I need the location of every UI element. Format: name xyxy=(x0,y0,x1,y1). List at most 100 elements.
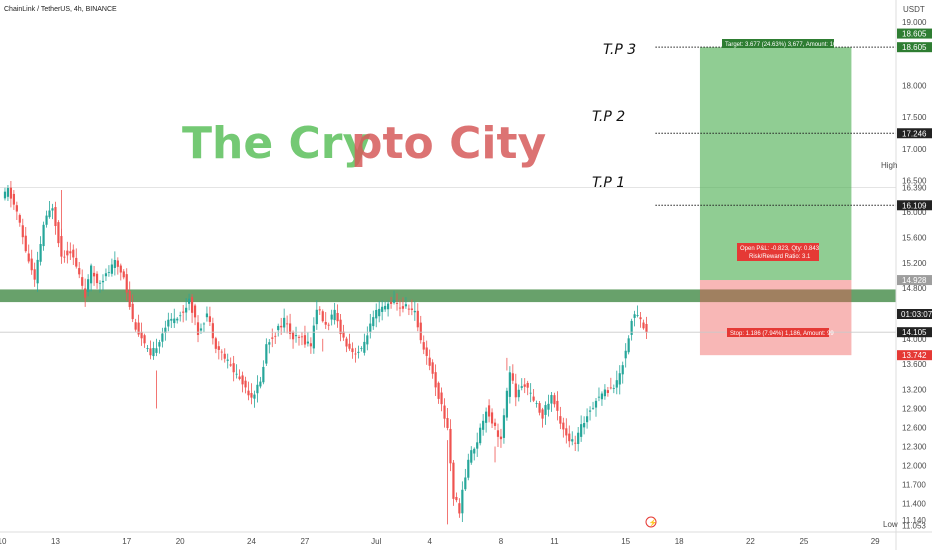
profit-area xyxy=(699,47,852,281)
candle-body xyxy=(75,257,78,267)
candle-body xyxy=(60,236,63,257)
candle-body xyxy=(577,432,580,445)
candle-body xyxy=(176,318,179,321)
candle-body xyxy=(360,348,363,350)
candle-body xyxy=(529,392,532,394)
candle-body xyxy=(401,306,405,309)
candle-body xyxy=(574,442,577,444)
candle-body xyxy=(591,407,595,409)
candle-body xyxy=(431,362,434,374)
price-axis-badge xyxy=(897,42,932,53)
candle-body xyxy=(244,380,247,388)
candle-body xyxy=(499,436,503,440)
price-axis-label: 14.105 xyxy=(902,328,927,337)
candle-body xyxy=(493,422,497,426)
candle-body xyxy=(45,215,48,225)
candle-body xyxy=(202,323,206,325)
target-info-box[interactable]: Target: 3.677 (24.63%) 3,677, Amount: 10… xyxy=(722,39,845,48)
candle-body xyxy=(303,335,307,345)
candle-body xyxy=(205,313,209,318)
candle-body xyxy=(238,376,241,380)
candle-body xyxy=(612,388,615,389)
time-tick-label: 27 xyxy=(300,537,309,546)
candle-body xyxy=(140,331,143,339)
candle-body xyxy=(580,424,583,437)
price-tick-label: 12.900 xyxy=(902,405,927,414)
candle-body xyxy=(562,422,565,430)
svg-text:Stop: 1.186 (7.94%) 1,186, Amo: Stop: 1.186 (7.94%) 1,186, Amount: 99 xyxy=(730,331,834,337)
stop-info-box[interactable]: Stop: 1.186 (7.94%) 1,186, Amount: 99 xyxy=(727,328,834,337)
candle-body xyxy=(425,347,428,356)
price-axis-badge xyxy=(897,275,932,286)
candle-body xyxy=(119,265,122,273)
candle-body xyxy=(547,403,550,410)
candle-body xyxy=(583,423,586,428)
candle-body xyxy=(63,256,66,258)
candle-body xyxy=(318,309,321,311)
candle-body xyxy=(268,342,271,345)
candle-body xyxy=(535,403,538,405)
candle-body xyxy=(193,305,197,318)
candle-body xyxy=(321,311,324,322)
candle-body xyxy=(378,308,381,317)
candle-body xyxy=(98,282,102,284)
time-tick-label: 18 xyxy=(675,537,684,546)
candle-body xyxy=(339,319,342,335)
candle-body xyxy=(407,308,410,310)
currency-label: USDT xyxy=(903,5,925,14)
overlay-layer xyxy=(0,46,896,356)
price-axis-label: 16.390 xyxy=(902,183,927,192)
candle-body xyxy=(621,365,624,375)
price-tick-label: 11.700 xyxy=(902,481,926,490)
candle-body xyxy=(280,325,283,328)
candle-body xyxy=(526,382,529,388)
candle-body xyxy=(291,332,295,340)
candle-body xyxy=(208,316,211,322)
candle-body xyxy=(9,187,13,199)
candle-body xyxy=(642,322,645,329)
candle-body xyxy=(21,225,24,238)
candle-body xyxy=(6,188,10,197)
candles-layer xyxy=(3,180,648,525)
candle-body xyxy=(384,305,387,310)
price-axis[interactable]: USDT xyxy=(895,0,932,550)
candle-body xyxy=(636,315,639,316)
candle-body xyxy=(363,341,366,353)
candle-body xyxy=(597,396,601,398)
candle-body xyxy=(190,297,194,313)
candle-body xyxy=(27,253,30,262)
pnl-info-box[interactable]: Open P&L: -0.823, Qty: 0.843 Risk/Reward… xyxy=(737,243,820,261)
candle-body xyxy=(458,503,461,514)
candle-body xyxy=(226,359,229,361)
candle-body xyxy=(220,351,223,353)
candle-body xyxy=(214,338,217,349)
candle-body xyxy=(164,327,167,334)
candle-body xyxy=(514,383,517,398)
price-axis-badge xyxy=(897,350,932,361)
price-axis-badge xyxy=(897,200,932,211)
price-tick-label: 14.800 xyxy=(902,284,927,293)
alert-icon[interactable]: ⚡ xyxy=(645,516,657,528)
candle-body xyxy=(395,302,399,304)
candle-body xyxy=(167,319,170,327)
price-axis-label: 14.928 xyxy=(902,276,927,285)
candle-body xyxy=(330,314,333,320)
price-tick-label: 17.000 xyxy=(902,145,927,154)
time-tick-label: 13 xyxy=(51,537,60,546)
candle-body xyxy=(470,450,473,463)
price-tick-label: 17.500 xyxy=(902,113,927,122)
candle-body xyxy=(306,341,310,344)
candle-body xyxy=(54,207,57,227)
candle-body xyxy=(487,405,491,417)
candle-body xyxy=(422,342,425,350)
candle-body xyxy=(51,208,54,211)
price-tick-label: 16.000 xyxy=(902,208,927,217)
candle-body xyxy=(482,420,485,430)
candle-body xyxy=(81,277,84,286)
candle-body xyxy=(113,259,116,268)
candle-body xyxy=(223,353,226,359)
time-tick-label: 4 xyxy=(427,537,432,546)
candle-body xyxy=(241,375,244,385)
candle-body xyxy=(609,387,612,389)
